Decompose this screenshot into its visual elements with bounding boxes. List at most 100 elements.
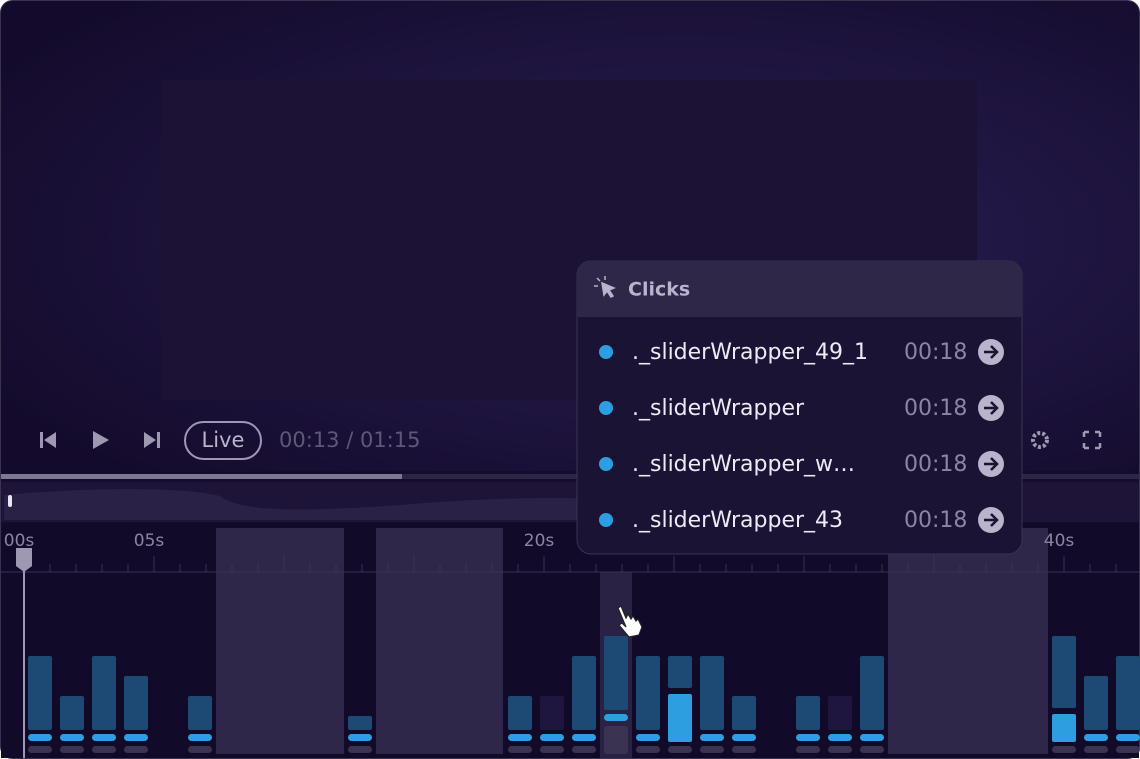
activity-bar xyxy=(1052,636,1076,708)
click-dot xyxy=(599,401,613,415)
minimap-handle xyxy=(8,495,12,507)
clicks-icon xyxy=(594,276,616,298)
click-row[interactable]: ._sliderWrapper 00:18 xyxy=(599,395,1004,421)
activity-bar xyxy=(572,656,596,730)
activity-pill xyxy=(828,734,852,741)
activity-bar xyxy=(860,656,884,730)
activity-pill xyxy=(540,746,564,753)
activity-pill xyxy=(732,746,756,753)
jump-arrow xyxy=(984,513,999,527)
live-label: Live xyxy=(202,428,245,452)
panel-title: Clicks xyxy=(628,279,690,301)
settings-button[interactable] xyxy=(1031,431,1049,449)
activity-bar xyxy=(668,656,692,688)
activity-pill xyxy=(188,734,212,741)
activity-bar xyxy=(636,656,660,730)
clicks-panel: Clicks ._sliderWrapper_49_1 00:18._slider… xyxy=(576,260,1023,555)
activity-bar xyxy=(60,696,84,730)
activity-pill xyxy=(124,734,148,741)
time-label: 40s xyxy=(1044,531,1075,551)
activity-bar xyxy=(1116,656,1140,730)
panel-header xyxy=(577,261,1022,317)
click-dot xyxy=(599,513,613,527)
play-button[interactable] xyxy=(93,431,109,449)
activity-bar xyxy=(604,636,628,710)
click-row[interactable]: ._sliderWrapper_w… 00:18 xyxy=(599,451,1004,477)
activity-bar xyxy=(828,696,852,730)
activity-bar xyxy=(92,656,116,730)
activity-pill xyxy=(508,746,532,753)
activity-pill xyxy=(860,734,884,741)
activity-pill xyxy=(668,746,692,753)
activity-bar xyxy=(508,696,532,730)
prev-icon xyxy=(44,432,56,448)
prev-button[interactable] xyxy=(40,432,43,448)
activity-pill xyxy=(860,746,884,753)
click-time: 00:18 xyxy=(904,508,967,533)
activity-pill xyxy=(60,734,84,741)
activity-pill xyxy=(1116,734,1140,741)
controls xyxy=(40,431,160,449)
activity-pill xyxy=(92,746,116,753)
progress-track xyxy=(1,474,1139,479)
activity-pill xyxy=(796,746,820,753)
activity-pill xyxy=(540,734,564,741)
activity-pill xyxy=(572,746,596,753)
next-button[interactable] xyxy=(157,432,160,448)
inactive-block xyxy=(888,528,1048,754)
click-row[interactable]: ._sliderWrapper_43 00:18 xyxy=(599,507,1004,533)
time-label: 20s xyxy=(524,531,555,551)
activity-pill xyxy=(1084,746,1108,753)
activity-pill xyxy=(348,746,372,753)
activity-bar-highlight xyxy=(668,694,692,742)
click-row[interactable]: ._sliderWrapper_49_1 00:18 xyxy=(599,339,1004,365)
inactive-block xyxy=(216,528,344,754)
activity-bar xyxy=(796,696,820,730)
minimap-activity xyxy=(4,489,620,520)
activity-pill xyxy=(28,734,52,741)
activity-bar xyxy=(124,676,148,730)
activity-pill xyxy=(1052,746,1076,753)
activity-bar xyxy=(348,716,372,730)
activity-pill xyxy=(28,746,52,753)
activity-bar xyxy=(732,696,756,730)
time-label: 00s xyxy=(4,531,35,551)
click-time: 00:18 xyxy=(904,340,967,365)
click-target: ._sliderWrapper_49_1 xyxy=(632,340,868,365)
jump-arrow xyxy=(984,457,999,471)
activity-bar xyxy=(540,696,564,730)
activity-pill xyxy=(828,746,852,753)
cursor xyxy=(617,605,643,638)
activity-pill xyxy=(700,746,724,753)
activity-pill xyxy=(92,734,116,741)
jump-arrow xyxy=(984,345,999,359)
playhead[interactable] xyxy=(16,548,32,572)
click-target: ._sliderWrapper xyxy=(632,396,805,421)
inactive-block xyxy=(376,528,503,754)
activity-pill xyxy=(124,746,148,753)
click-time: 00:18 xyxy=(904,396,967,421)
activity-pill xyxy=(188,746,212,753)
live-button[interactable] xyxy=(184,421,262,460)
click-dot xyxy=(599,457,613,471)
activity-pill xyxy=(732,734,756,741)
activity-bar xyxy=(1084,676,1108,730)
activity-pill xyxy=(636,746,660,753)
activity-pill xyxy=(508,734,532,741)
activity-pill xyxy=(700,734,724,741)
click-target: ._sliderWrapper_43 xyxy=(632,508,843,533)
progress-fill xyxy=(1,474,402,479)
activity-pill xyxy=(1052,734,1076,741)
activity-pill xyxy=(604,714,628,721)
time-display: 00:13 / 01:15 xyxy=(279,428,420,452)
click-time: 00:18 xyxy=(904,452,967,477)
activity-pill xyxy=(1116,746,1140,753)
jump-arrow xyxy=(984,401,999,415)
activity-pill xyxy=(1084,734,1108,741)
click-target: ._sliderWrapper_w… xyxy=(632,452,855,477)
activity-pill xyxy=(572,734,596,741)
fullscreen-button[interactable] xyxy=(1082,430,1102,450)
activity-pill xyxy=(604,726,628,754)
next-icon xyxy=(144,432,156,448)
